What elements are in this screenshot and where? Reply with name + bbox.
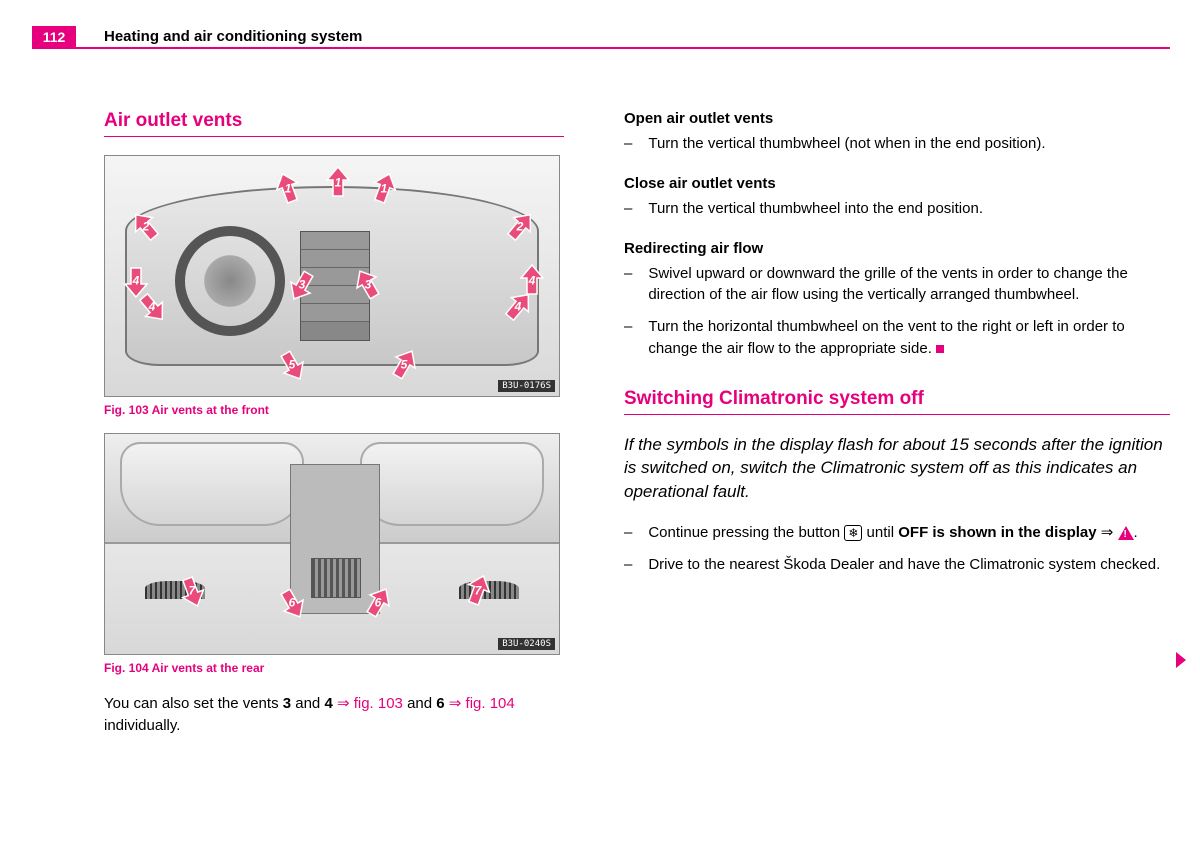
open-vents-block: Open air outlet vents – Turn the vertica… [624,110,1170,155]
vent-arrow-5: 5 [275,348,309,382]
text: Swivel upward or downward the grille of … [648,263,1170,307]
ref-3: 3 [283,695,291,712]
page-number: 112 [32,26,76,48]
figure-104-tag: B3U-0240S [498,638,555,650]
vent-individual-text: You can also set the vents 3 and 4 ⇒ fig… [104,693,564,737]
text: Turn the vertical thumbwheel into the en… [648,198,983,220]
continue-caret-icon [1176,652,1186,668]
steering-wheel [175,226,285,336]
redirect-title: Redirecting air flow [624,240,1170,257]
open-vents-item: – Turn the vertical thumbwheel (not when… [624,133,1170,155]
text: and [403,695,436,712]
ref-fig104: ⇒ fig. 104 [445,695,515,712]
dash-icon: – [624,133,632,155]
ref-fig103: ⇒ fig. 103 [333,695,403,712]
text: Turn the vertical thumbwheel (not when i… [648,133,1045,155]
vent-arrow-1: 1 [321,166,355,200]
dash-icon: – [624,263,632,285]
close-vents-title: Close air outlet vents [624,175,1170,192]
figure-104-caption: Fig. 104 Air vents at the rear [104,661,564,675]
text: Turn the horizontal thumbwheel on the ve… [648,316,1170,360]
vent-arrow-1: 1 [271,172,305,206]
vent-arrow-7: 7 [461,574,495,608]
vent-arrow-4: 4 [501,290,535,324]
dash-icon: – [624,198,632,220]
dash-icon: – [624,316,632,338]
section-title-climatronic: Switching Climatronic system off [624,388,1170,415]
open-vents-title: Open air outlet vents [624,110,1170,127]
vent-arrow-6: 6 [361,586,395,620]
vent-arrow-1: 1 [367,172,401,206]
text: Continue pressing the button ❄ until OFF… [648,522,1137,544]
vent-arrow-2: 2 [129,210,163,244]
dash-icon: – [624,522,632,544]
text: Drive to the nearest Škoda Dealer and ha… [648,554,1160,576]
redirect-item-2: – Turn the horizontal thumbwheel on the … [624,316,1170,360]
vent-arrow-5: 5 [387,348,421,382]
warning-icon [1118,526,1134,540]
text: and [291,695,324,712]
close-vents-block: Close air outlet vents – Turn the vertic… [624,175,1170,220]
climatronic-item-2: – Drive to the nearest Škoda Dealer and … [624,554,1170,576]
rear-center-vents [311,558,361,598]
figure-104: 7 6 6 7 B3U-0240S [104,433,560,655]
vent-arrow-6: 6 [275,586,309,620]
redirect-item-1: – Swivel upward or downward the grille o… [624,263,1170,307]
figure-103: 2441113355244 B3U-0176S [104,155,560,397]
figure-103-caption: Fig. 103 Air vents at the front [104,403,564,417]
content-area: Air outlet vents 2441113355244 B3U-0176S… [104,110,1170,836]
ref-4: 4 [324,695,332,712]
left-column: Air outlet vents 2441113355244 B3U-0176S… [104,110,564,836]
vent-arrow-2: 2 [503,210,537,244]
climatronic-item-1: – Continue pressing the button ❄ until O… [624,522,1170,544]
climatronic-intro: If the symbols in the display flash for … [624,433,1170,504]
end-of-section-icon [936,345,944,353]
section-title-air-outlet-vents: Air outlet vents [104,110,564,137]
figure-103-tag: B3U-0176S [498,380,555,392]
vent-arrow-4: 4 [135,290,169,324]
vent-arrow-3: 3 [285,268,319,302]
close-vents-item: – Turn the vertical thumbwheel into the … [624,198,1170,220]
redirect-block: Redirecting air flow – Swivel upward or … [624,240,1170,360]
ref-6: 6 [436,695,444,712]
header-title: Heating and air conditioning system [104,28,362,45]
snowflake-button-icon: ❄ [844,525,862,541]
dash-icon: – [624,554,632,576]
vent-arrow-3: 3 [351,268,385,302]
right-column: Open air outlet vents – Turn the vertica… [624,110,1170,836]
text: individually. [104,717,180,734]
vent-arrow-7: 7 [175,574,209,608]
header-rule [32,47,1170,49]
text: You can also set the vents [104,695,283,712]
